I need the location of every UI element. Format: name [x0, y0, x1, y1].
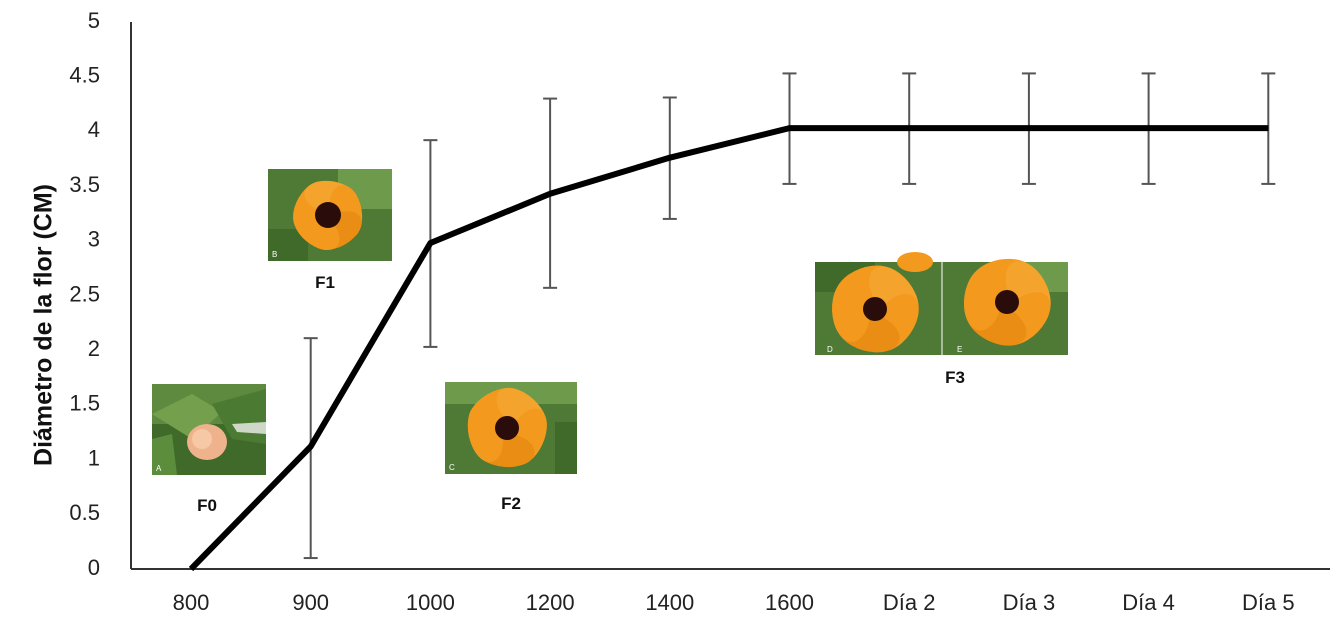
x-tick-label: 800 [173, 590, 210, 615]
stage-label-f0: F0 [197, 496, 217, 515]
y-tick-label: 0 [88, 555, 100, 580]
photo-letter-d: D [827, 345, 833, 354]
photo-letter-b: B [272, 250, 277, 259]
x-tick-label: 1400 [645, 590, 694, 615]
y-tick-label: 4 [88, 117, 100, 142]
y-tick-label: 0.5 [69, 500, 100, 525]
y-tick-label: 4.5 [69, 63, 100, 88]
y-tick-label: 5 [88, 8, 100, 33]
y-tick-label: 1.5 [69, 391, 100, 416]
photo-letter-a: A [156, 464, 162, 473]
error-bars [303, 72, 1276, 560]
x-tick-label: Día 5 [1242, 590, 1295, 615]
photo-f3: D E [815, 252, 1068, 355]
y-tick-label: 1 [88, 445, 100, 470]
photo-letter-e: E [957, 345, 962, 354]
y-tick-label: 3 [88, 227, 100, 252]
y-tick-label: 3.5 [69, 172, 100, 197]
photo-f1: B [268, 169, 392, 261]
x-tick-label: Día 4 [1122, 590, 1175, 615]
x-tick-label: 1200 [526, 590, 575, 615]
stage-label-f3: F3 [945, 368, 965, 387]
x-tick-label: 900 [292, 590, 329, 615]
x-tick-label: 1000 [406, 590, 455, 615]
y-tick-labels: 0 0.5 1 1.5 2 2.5 3 3.5 4 4.5 5 [69, 8, 100, 580]
y-tick-label: 2.5 [69, 281, 100, 306]
series-line-group [188, 125, 1269, 572]
series-line [188, 125, 1269, 572]
photo-f2: C [445, 382, 577, 474]
stage-label-f2: F2 [501, 494, 521, 513]
y-axis-label: Diámetro de la flor (CM) [30, 184, 58, 466]
x-tick-label: Día 2 [883, 590, 936, 615]
stage-label-f1: F1 [315, 273, 335, 292]
x-tick-label: Día 3 [1003, 590, 1056, 615]
x-tick-label: 1600 [765, 590, 814, 615]
x-tick-labels: 800 900 1000 1200 1400 1600 Día 2 Día 3 Día 4 Día… [173, 590, 1295, 615]
y-tick-label: 2 [88, 336, 100, 361]
photo-letter-c: C [449, 463, 455, 472]
photo-f0: A [152, 384, 266, 475]
